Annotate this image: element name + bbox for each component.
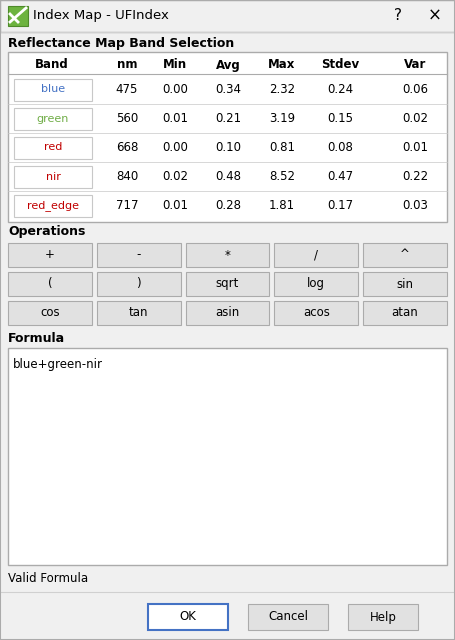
Text: nm: nm [117,58,137,72]
Text: 8.52: 8.52 [269,170,295,183]
Text: Cancel: Cancel [268,611,308,623]
FancyBboxPatch shape [14,195,92,216]
Text: Valid Formula: Valid Formula [8,572,88,584]
Text: 0.28: 0.28 [215,199,241,212]
Text: 0.15: 0.15 [327,112,353,125]
Text: ×: × [428,7,442,25]
Text: (: ( [48,278,52,291]
Text: Avg: Avg [216,58,240,72]
Text: Max: Max [268,58,296,72]
Text: 0.00: 0.00 [162,83,188,96]
Text: 0.06: 0.06 [402,83,428,96]
FancyBboxPatch shape [8,52,447,222]
Text: 0.02: 0.02 [402,112,428,125]
Text: ): ) [136,278,141,291]
FancyBboxPatch shape [186,301,269,325]
Text: 0.47: 0.47 [327,170,353,183]
Text: 0.01: 0.01 [402,141,428,154]
FancyBboxPatch shape [248,604,328,630]
Text: tan: tan [129,307,148,319]
FancyBboxPatch shape [348,604,418,630]
Text: +: + [45,248,55,262]
Text: 0.02: 0.02 [162,170,188,183]
Text: Reflectance Map Band Selection: Reflectance Map Band Selection [8,38,234,51]
Text: nir: nir [46,172,61,182]
FancyBboxPatch shape [186,243,269,267]
Text: Min: Min [163,58,187,72]
Text: OK: OK [180,611,197,623]
Text: 0.48: 0.48 [215,170,241,183]
Text: 0.22: 0.22 [402,170,428,183]
Text: 0.03: 0.03 [402,199,428,212]
Text: 0.00: 0.00 [162,141,188,154]
FancyBboxPatch shape [8,301,92,325]
FancyBboxPatch shape [14,79,92,100]
Text: 2.32: 2.32 [269,83,295,96]
FancyBboxPatch shape [363,301,447,325]
Text: Help: Help [369,611,396,623]
Text: ?: ? [394,8,402,24]
Text: 0.34: 0.34 [215,83,241,96]
FancyBboxPatch shape [8,6,28,26]
Text: log: log [307,278,325,291]
FancyBboxPatch shape [8,243,92,267]
Text: 0.01: 0.01 [162,199,188,212]
Text: 840: 840 [116,170,138,183]
Text: Var: Var [404,58,426,72]
Text: Band: Band [35,58,69,72]
Text: 717: 717 [116,199,138,212]
FancyBboxPatch shape [148,604,228,630]
Text: 0.17: 0.17 [327,199,353,212]
Text: blue: blue [41,84,65,95]
FancyBboxPatch shape [97,272,181,296]
FancyBboxPatch shape [8,348,447,565]
Text: 1.81: 1.81 [269,199,295,212]
Text: asin: asin [215,307,240,319]
Text: 3.19: 3.19 [269,112,295,125]
FancyBboxPatch shape [274,272,358,296]
Text: 0.10: 0.10 [215,141,241,154]
FancyBboxPatch shape [186,272,269,296]
Text: acos: acos [303,307,330,319]
Text: Index Map - UFIndex: Index Map - UFIndex [33,10,169,22]
Text: /: / [314,248,318,262]
Text: red: red [44,143,62,152]
Text: 560: 560 [116,112,138,125]
Text: ^: ^ [400,248,410,262]
Text: Stdev: Stdev [321,58,359,72]
Text: 475: 475 [116,83,138,96]
Text: blue+green-nir: blue+green-nir [13,358,103,371]
Text: 0.01: 0.01 [162,112,188,125]
FancyBboxPatch shape [274,301,358,325]
FancyBboxPatch shape [14,136,92,159]
Text: sqrt: sqrt [216,278,239,291]
FancyBboxPatch shape [0,0,455,32]
Text: 0.21: 0.21 [215,112,241,125]
Text: cos: cos [40,307,60,319]
Text: sin: sin [397,278,414,291]
FancyBboxPatch shape [274,243,358,267]
FancyBboxPatch shape [8,272,92,296]
Text: green: green [37,113,69,124]
FancyBboxPatch shape [363,272,447,296]
Text: 0.81: 0.81 [269,141,295,154]
Text: 0.24: 0.24 [327,83,353,96]
Text: red_edge: red_edge [27,200,79,211]
Text: *: * [225,248,230,262]
FancyBboxPatch shape [14,166,92,188]
Text: atan: atan [392,307,419,319]
Text: Formula: Formula [8,332,65,344]
FancyBboxPatch shape [97,243,181,267]
FancyBboxPatch shape [363,243,447,267]
Text: 0.08: 0.08 [327,141,353,154]
FancyBboxPatch shape [97,301,181,325]
Text: Operations: Operations [8,225,86,239]
FancyBboxPatch shape [14,108,92,129]
Text: 668: 668 [116,141,138,154]
Text: -: - [136,248,141,262]
